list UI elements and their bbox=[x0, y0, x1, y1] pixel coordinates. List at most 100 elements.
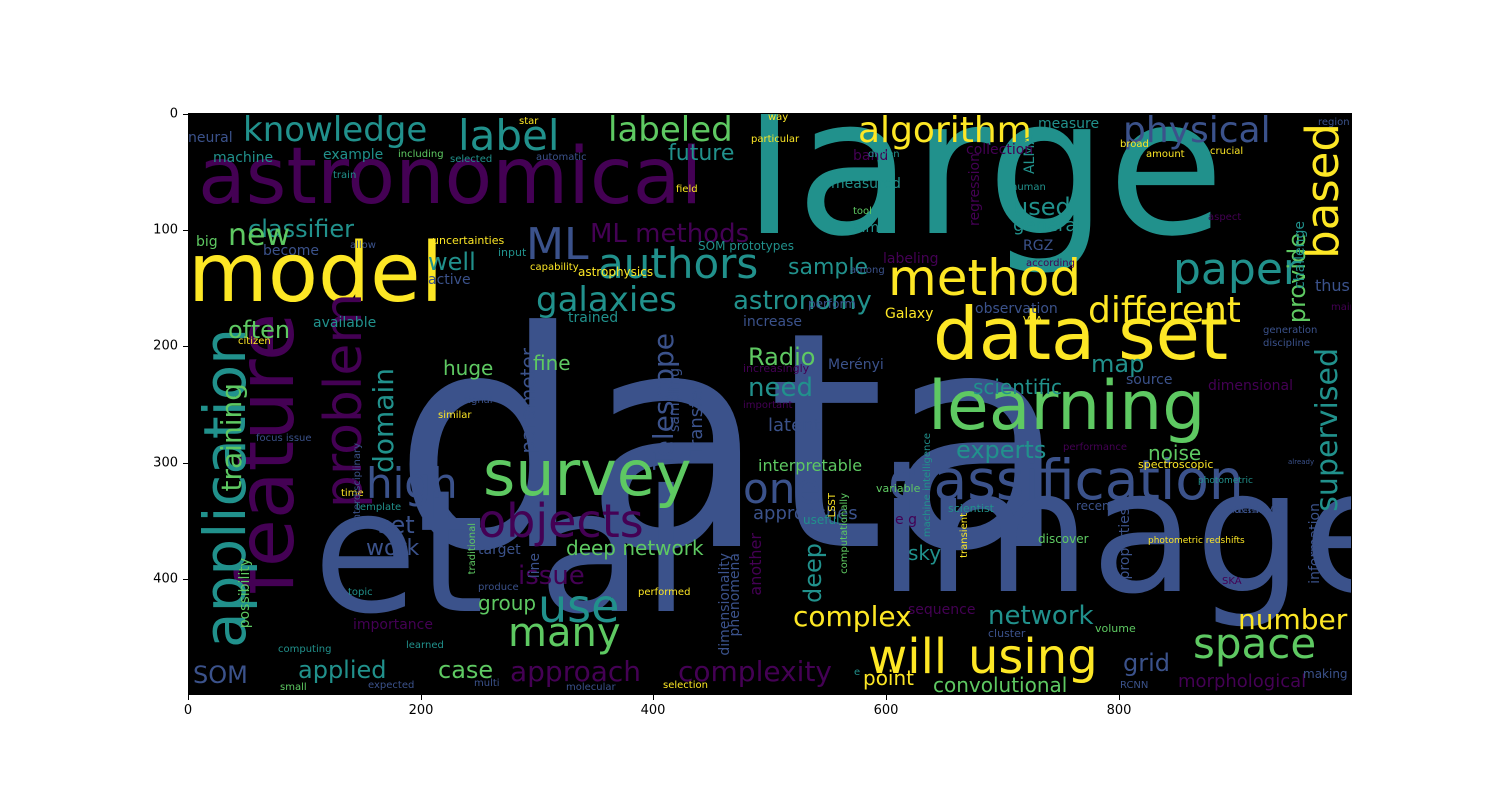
cloud-word: case bbox=[438, 656, 494, 684]
cloud-word: convolutional bbox=[933, 673, 1068, 695]
cloud-word: capability bbox=[530, 262, 579, 273]
cloud-word: SOM prototypes bbox=[698, 239, 794, 253]
cloud-word: space bbox=[1193, 619, 1317, 668]
cloud-word: cluster bbox=[988, 627, 1026, 640]
x-tick-mark bbox=[188, 695, 189, 700]
cloud-word: template bbox=[356, 502, 402, 513]
cloud-word: star bbox=[519, 116, 539, 127]
x-tick-label: 600 bbox=[873, 703, 899, 718]
cloud-word: RGZ bbox=[1023, 238, 1054, 254]
cloud-word: VLA bbox=[1023, 315, 1043, 326]
cloud-word: line bbox=[527, 553, 543, 579]
cloud-word: point bbox=[863, 666, 915, 690]
cloud-word: interdisciplinary bbox=[352, 443, 363, 524]
cloud-word: well bbox=[428, 248, 476, 276]
cloud-word: recent bbox=[1076, 499, 1115, 513]
cloud-word: band bbox=[853, 148, 889, 164]
cloud-word: dimensional bbox=[1208, 378, 1293, 394]
cloud-word: objects bbox=[478, 494, 644, 548]
y-tick-label: 300 bbox=[153, 455, 178, 471]
x-tick-label: 200 bbox=[408, 703, 434, 718]
cloud-word: training bbox=[215, 383, 248, 492]
cloud-word: processing bbox=[1228, 507, 1266, 515]
cloud-word: particular bbox=[751, 134, 800, 145]
cloud-word: e bbox=[854, 667, 861, 678]
cloud-word: one bbox=[743, 464, 822, 513]
cloud-word: transient bbox=[959, 513, 970, 558]
cloud-word: astronomical bbox=[198, 132, 703, 222]
cloud-word: noise bbox=[1148, 441, 1202, 465]
cloud-word: including bbox=[398, 149, 444, 160]
x-tick-mark bbox=[653, 695, 654, 700]
cloud-word: supervised bbox=[1310, 348, 1345, 512]
cloud-word: computationally bbox=[839, 493, 850, 574]
cloud-word: citizen bbox=[238, 336, 271, 347]
cloud-word: broad bbox=[1120, 139, 1149, 150]
cloud-word: way bbox=[768, 113, 789, 123]
y-tick-label: 0 bbox=[169, 106, 178, 122]
cloud-word: become bbox=[263, 243, 320, 259]
cloud-word: domain bbox=[367, 368, 400, 473]
cloud-word: algorithm bbox=[858, 113, 1032, 151]
cloud-word: interpretable bbox=[758, 456, 863, 475]
cloud-word: tool bbox=[853, 206, 872, 217]
y-tick-mark bbox=[183, 346, 188, 347]
cloud-word: labeled bbox=[608, 113, 733, 150]
cloud-word: labeling bbox=[883, 251, 939, 267]
cloud-word: automatic bbox=[536, 152, 587, 163]
cloud-word: molecular bbox=[566, 682, 616, 693]
cloud-word: big bbox=[196, 234, 218, 250]
cloud-word: increasingly bbox=[743, 362, 810, 375]
cloud-word: time bbox=[341, 488, 364, 499]
cloud-word: set bbox=[378, 511, 415, 539]
cloud-word: classifier bbox=[248, 215, 354, 243]
cloud-word: fine bbox=[533, 351, 571, 375]
cloud-word: knowledge bbox=[243, 113, 428, 150]
y-tick-mark bbox=[183, 230, 188, 231]
cloud-word: human bbox=[1011, 182, 1046, 193]
cloud-word: ML methods bbox=[590, 219, 750, 249]
cloud-word: learning bbox=[928, 367, 1206, 446]
cloud-word: selection bbox=[663, 680, 708, 691]
cloud-word: field bbox=[676, 184, 698, 195]
cloud-word: SKA bbox=[1222, 576, 1242, 587]
cloud-word: large bbox=[743, 113, 1225, 278]
cloud-word: selected bbox=[450, 154, 493, 165]
cloud-word: astrophysics bbox=[578, 265, 654, 279]
cloud-word: sequence bbox=[908, 602, 976, 618]
cloud-word: data bbox=[393, 268, 1069, 617]
cloud-word: discipline bbox=[1263, 338, 1311, 349]
cloud-word: possibility bbox=[237, 558, 253, 629]
cloud-word: number bbox=[1238, 603, 1348, 636]
cloud-word: focus issue bbox=[256, 433, 312, 444]
y-tick-mark bbox=[183, 463, 188, 464]
cloud-word: measured bbox=[831, 176, 901, 192]
cloud-word: physical bbox=[1123, 113, 1271, 151]
cloud-word: trained bbox=[568, 310, 619, 326]
cloud-word: sky bbox=[908, 541, 942, 565]
cloud-word: often bbox=[228, 316, 291, 344]
cloud-word: Transfer bbox=[686, 383, 707, 456]
x-tick-mark bbox=[421, 695, 422, 700]
cloud-word: performance bbox=[1063, 442, 1128, 453]
cloud-word: another bbox=[746, 533, 765, 596]
cloud-word: produce bbox=[478, 582, 519, 593]
cloud-word: properties bbox=[1117, 508, 1133, 580]
cloud-word: label bbox=[458, 113, 560, 160]
y-tick-label: 400 bbox=[153, 571, 178, 587]
cloud-word: thus bbox=[1315, 276, 1350, 295]
cloud-word: complexity bbox=[678, 655, 832, 688]
cloud-word: signal bbox=[463, 395, 493, 406]
cloud-word: perform bbox=[808, 297, 856, 311]
cloud-word: morphological bbox=[1178, 671, 1307, 692]
cloud-word: approaches bbox=[753, 503, 858, 524]
x-tick-label: 400 bbox=[640, 703, 666, 718]
cloud-word: survey bbox=[483, 437, 692, 510]
y-tick-mark bbox=[183, 579, 188, 580]
cloud-word: sample bbox=[788, 255, 868, 280]
cloud-word: source bbox=[1126, 372, 1173, 388]
cloud-word: SOM bbox=[193, 661, 248, 689]
cloud-word: observation bbox=[975, 301, 1058, 317]
